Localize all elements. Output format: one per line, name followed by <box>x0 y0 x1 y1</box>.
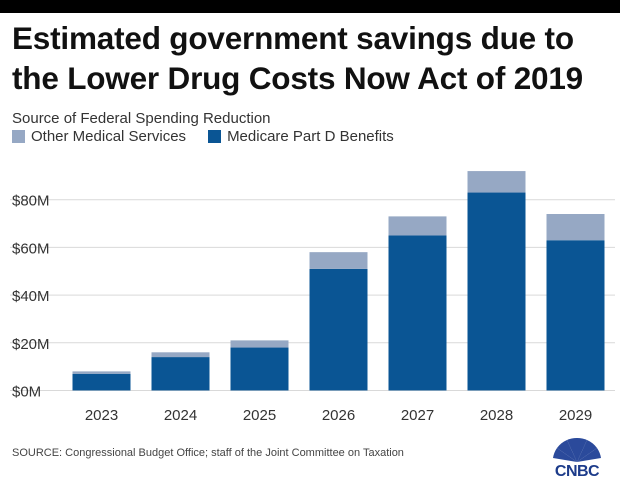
y-tick-label: $20M <box>12 336 50 353</box>
bar-segment-other-medical <box>230 340 289 348</box>
legend-title: Source of Federal Spending Reduction <box>12 110 271 127</box>
bar-segment-part-d <box>388 235 447 391</box>
x-tick-label: 2025 <box>243 407 276 424</box>
bar-segment-part-d <box>72 373 131 391</box>
x-tick-label: 2028 <box>480 407 513 424</box>
bar-segment-other-medical <box>151 352 210 358</box>
nbc-peacock-icon <box>553 437 601 462</box>
bar-segment-other-medical <box>467 171 526 193</box>
x-tick-label: 2023 <box>85 407 118 424</box>
bar-segment-part-d <box>546 240 605 391</box>
legend-item-part-d: Medicare Part D Benefits <box>208 128 394 145</box>
bar-segment-other-medical <box>72 371 131 374</box>
y-tick-label: $0M <box>12 383 41 400</box>
chart-title: Estimated government savings due to the … <box>12 20 583 96</box>
x-tick-label: 2027 <box>401 407 434 424</box>
legend-swatch-other-medical <box>12 130 25 143</box>
legend-label-part-d: Medicare Part D Benefits <box>227 128 394 145</box>
bar-segment-part-d <box>151 357 210 391</box>
x-tick-label: 2026 <box>322 407 355 424</box>
bar-segment-part-d <box>230 347 289 391</box>
x-tick-label: 2024 <box>164 407 197 424</box>
bar-segment-part-d <box>309 268 368 391</box>
bar-segment-other-medical <box>309 252 368 269</box>
logo-wordmark: CNBC <box>554 463 600 480</box>
legend-swatch-part-d <box>208 130 222 143</box>
legend-item-other-medical: Other Medical Services <box>12 128 186 145</box>
y-tick-label: $40M <box>12 288 50 305</box>
x-tick-label: 2029 <box>559 407 592 424</box>
top-bar <box>0 0 620 13</box>
bar-segment-part-d <box>467 192 526 391</box>
legend-label-other-medical: Other Medical Services <box>31 128 187 145</box>
y-tick-label: $80M <box>12 193 50 210</box>
bar-segment-other-medical <box>388 216 447 236</box>
source-note: SOURCE: Congressional Budget Office; sta… <box>12 447 404 459</box>
legend: Other Medical Services Medicare Part D B… <box>12 128 394 145</box>
y-tick-label: $60M <box>12 240 50 257</box>
bar-segment-other-medical <box>546 214 605 241</box>
